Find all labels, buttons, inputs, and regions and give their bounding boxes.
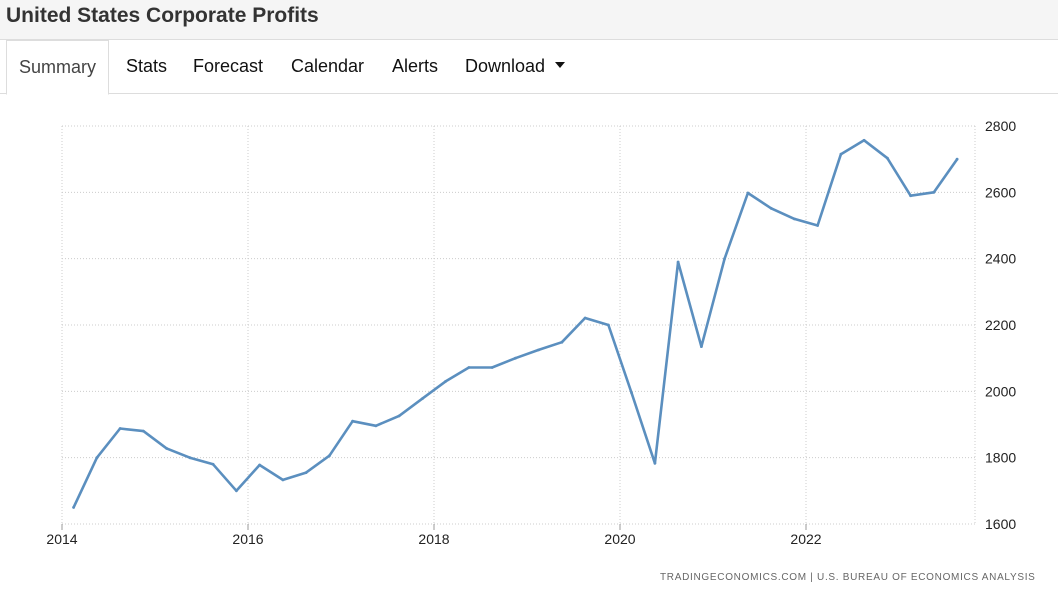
- data-point: [583, 316, 587, 320]
- data-point: [630, 391, 633, 395]
- y-tick-label: 2400: [985, 251, 1016, 267]
- x-tick-label: 2014: [46, 531, 77, 547]
- data-point: [746, 191, 750, 195]
- tab-stats[interactable]: Stats: [114, 40, 179, 94]
- data-point: [932, 190, 936, 194]
- data-point: [793, 217, 796, 221]
- series-line: [72, 138, 959, 509]
- page-title: United States Corporate Profits: [6, 4, 319, 27]
- y-tick-label: 1800: [985, 450, 1016, 466]
- data-point: [142, 429, 145, 433]
- data-point: [839, 152, 843, 156]
- data-point: [909, 194, 912, 198]
- data-point: [514, 356, 517, 360]
- x-tick-label: 2016: [232, 531, 263, 547]
- tab-alerts[interactable]: Alerts: [380, 40, 450, 94]
- data-point: [188, 456, 192, 460]
- tab-forecast-label: Forecast: [193, 56, 264, 76]
- data-point: [444, 380, 447, 383]
- tab-stats-label: Stats: [126, 56, 168, 76]
- y-tick-label: 2000: [985, 383, 1016, 399]
- tab-alerts-label: Alerts: [392, 56, 439, 76]
- data-point: [955, 157, 959, 161]
- caret-down-icon: [555, 62, 566, 69]
- x-tick-label: 2022: [790, 531, 821, 547]
- tab-forecast[interactable]: Forecast: [181, 40, 275, 94]
- y-tick-label: 2200: [985, 317, 1016, 333]
- data-point: [769, 206, 773, 210]
- data-point: [281, 478, 285, 482]
- data-point: [700, 345, 703, 348]
- tab-bar: Summary Stats Forecast Calendar Alerts D…: [0, 40, 1058, 95]
- data-point: [676, 260, 680, 264]
- data-point: [374, 424, 378, 428]
- data-point: [723, 257, 726, 261]
- data-point: [490, 366, 494, 369]
- chart-area: 1600 1800 2000 2200 2400 2600 2800 2014 2016 201…: [0, 95, 1058, 608]
- data-point: [211, 462, 215, 466]
- data-point: [258, 463, 261, 467]
- y-tick-label: 2800: [985, 118, 1016, 134]
- data-point: [118, 427, 122, 430]
- chart-grid: [61, 125, 976, 525]
- data-point: [607, 323, 610, 327]
- series-group: [72, 138, 959, 509]
- data-point: [653, 461, 657, 465]
- tab-calendar[interactable]: Calendar: [279, 40, 376, 94]
- data-point: [165, 447, 169, 450]
- tab-calendar-label: Calendar: [291, 56, 365, 76]
- tab-download-label: Download: [465, 56, 546, 76]
- x-tick-label: 2018: [418, 531, 449, 547]
- x-axis: 2014 2016 2018 2020 2022: [46, 524, 822, 547]
- x-tick-label: 2020: [604, 531, 635, 547]
- data-point: [560, 340, 564, 344]
- data-point: [72, 506, 75, 509]
- data-point: [467, 366, 471, 369]
- data-point: [304, 471, 308, 474]
- tab-download[interactable]: Download: [453, 40, 577, 94]
- data-point: [816, 224, 819, 227]
- data-point: [351, 419, 354, 423]
- data-point: [95, 456, 99, 460]
- data-point: [862, 138, 866, 142]
- tab-summary-label: Summary: [19, 57, 97, 77]
- data-point: [421, 397, 424, 400]
- title-bar: United States Corporate Profits: [0, 0, 1058, 40]
- data-point: [886, 156, 889, 160]
- y-axis: 1600 1800 2000 2200 2400 2600 2800: [985, 118, 1016, 532]
- y-tick-label: 1600: [985, 516, 1016, 532]
- y-tick-label: 2600: [985, 184, 1016, 200]
- tab-summary[interactable]: Summary: [6, 40, 110, 95]
- data-point: [235, 489, 238, 493]
- data-point: [397, 414, 401, 418]
- source-note: TRADINGECONOMICS.COM | U.S. BUREAU OF EC…: [660, 572, 1036, 583]
- data-point: [328, 454, 331, 458]
- data-point: [537, 348, 540, 352]
